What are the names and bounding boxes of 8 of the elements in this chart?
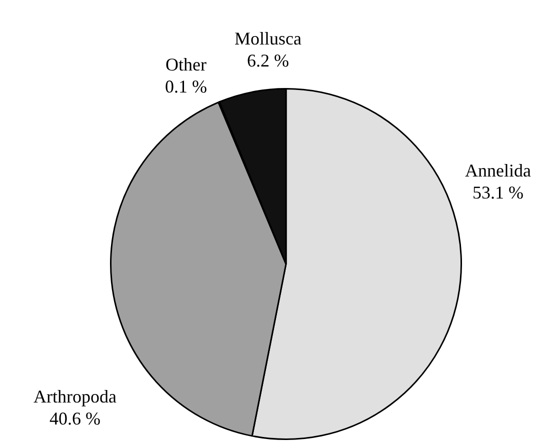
- data-label: 6.2 %: [247, 50, 289, 71]
- slice-label: Mollusca: [234, 28, 302, 49]
- data-label: 40.6 %: [50, 408, 100, 429]
- slice-label: Annelida: [465, 160, 531, 181]
- data-label: 0.1 %: [165, 76, 207, 97]
- data-label: 53.1 %: [472, 182, 524, 203]
- slice-label: Other: [166, 54, 206, 75]
- slice-label: Arthropoda: [34, 386, 116, 407]
